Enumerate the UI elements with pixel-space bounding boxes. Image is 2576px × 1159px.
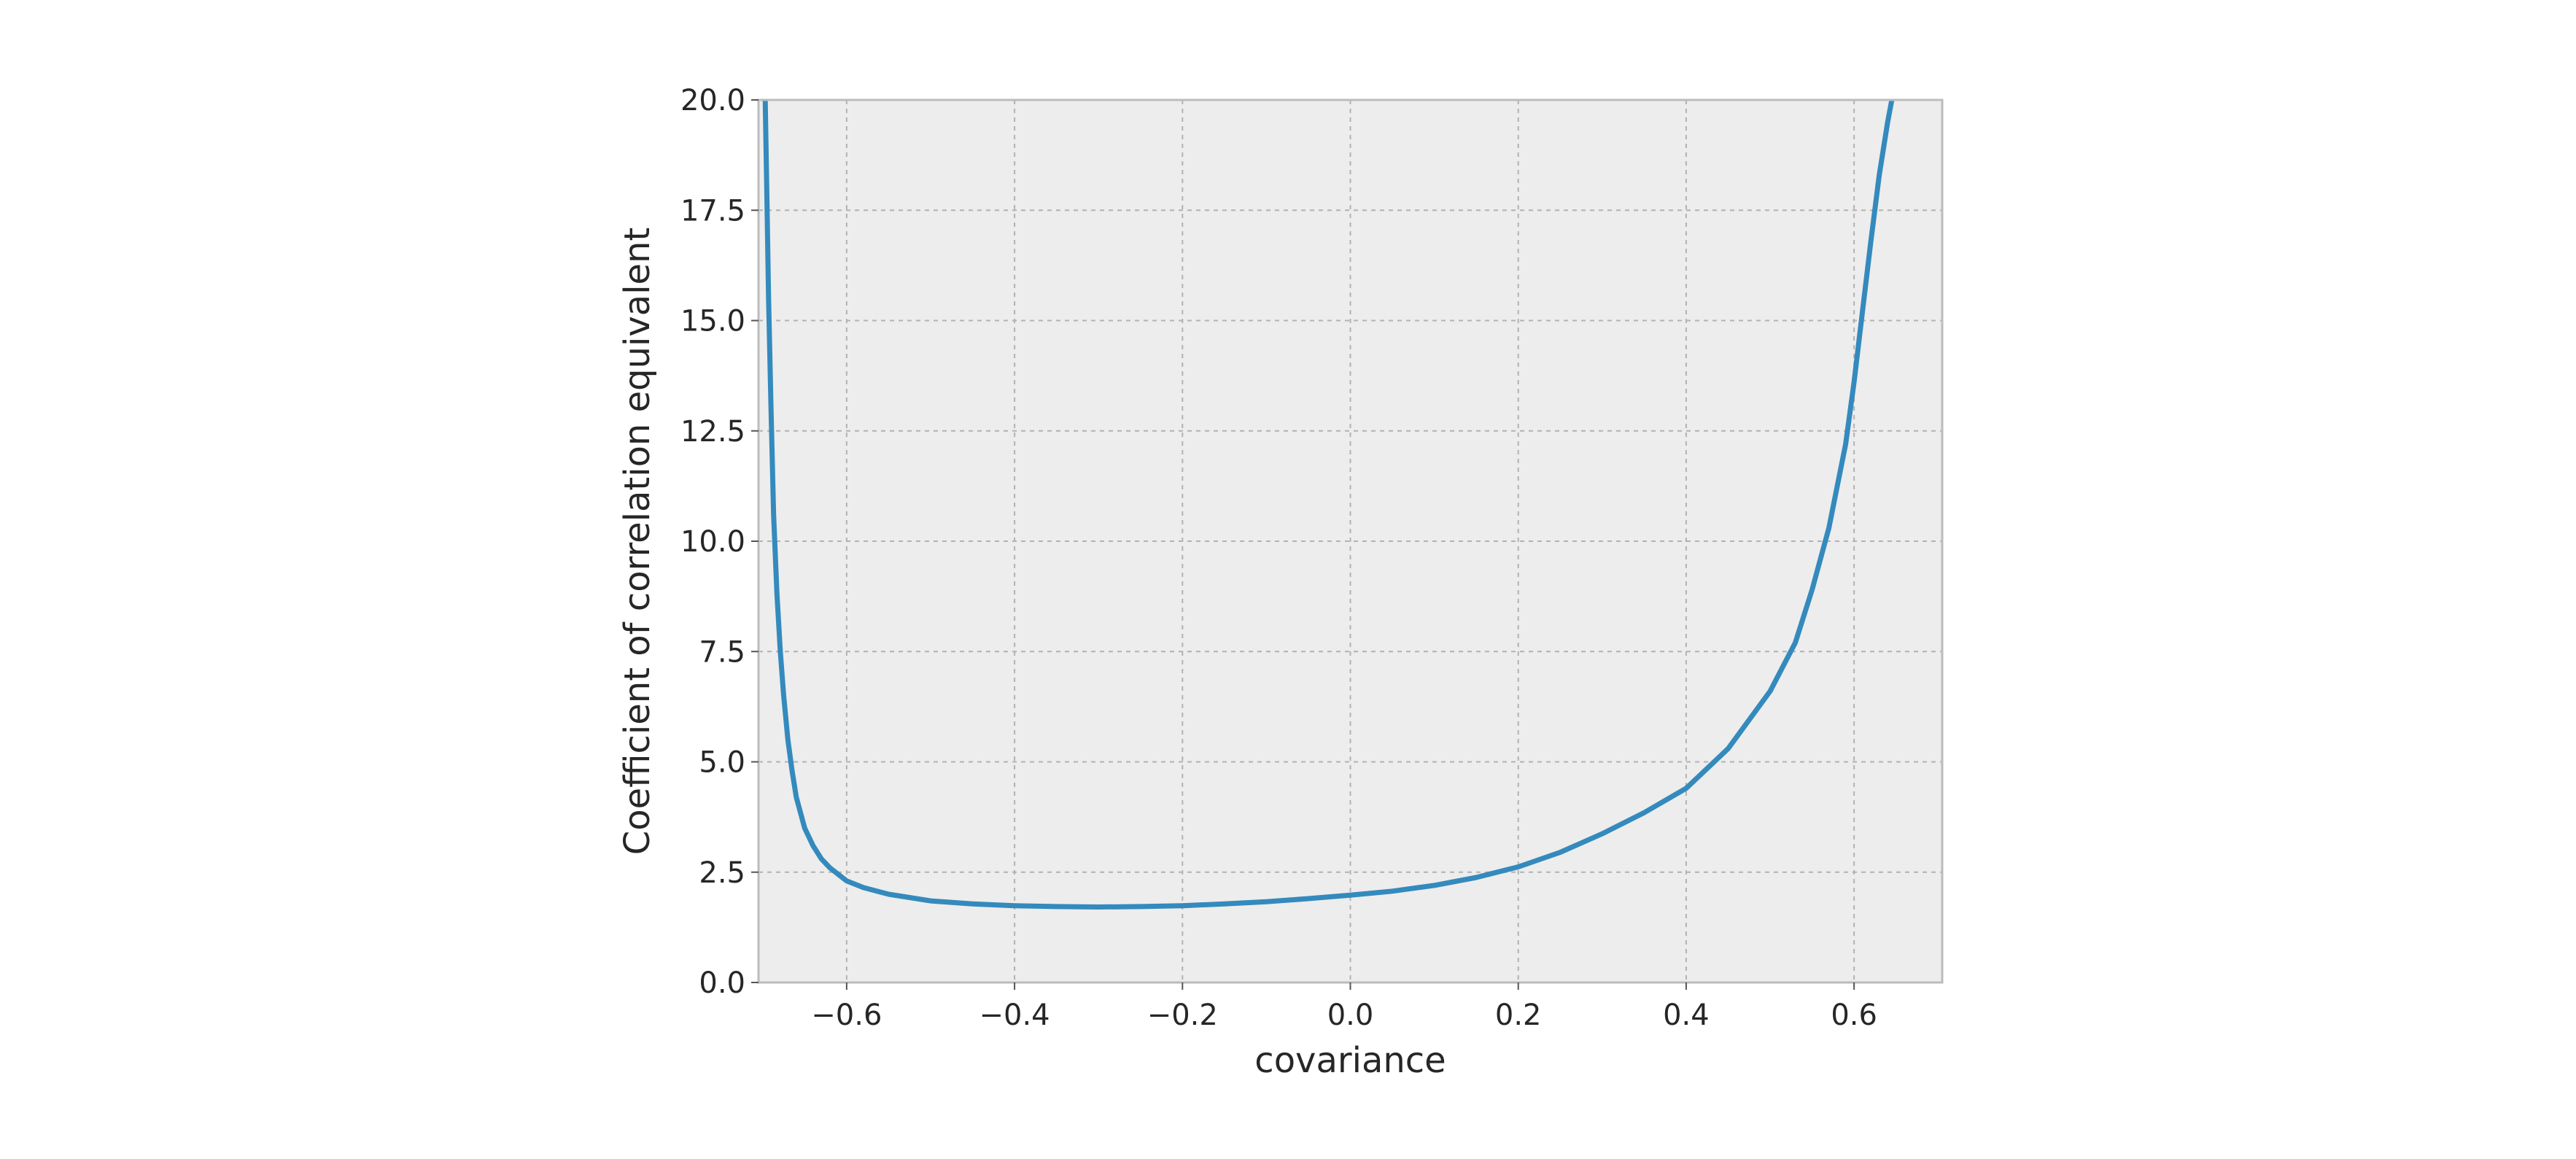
x-axis-label: covariance [1254,1040,1446,1081]
y-tick-label: 17.5 [680,194,745,228]
x-tick-label: −0.2 [1147,999,1218,1032]
x-tick-label: 0.4 [1663,999,1710,1032]
y-axis-ticks: 0.0 2.5 5.0 7.5 10.0 12.5 15.0 17.5 20.0 [680,84,759,1000]
x-axis-ticks: −0.6 −0.4 −0.2 0.0 0.2 0.4 0.6 [811,982,1877,1032]
series-layer [762,100,1895,910]
y-axis-label: Coefficient of correlation equivalent [617,228,658,856]
y-tick-label: 0.0 [699,966,745,1000]
grid [759,99,1942,983]
y-tick-label: 5.0 [699,746,745,780]
x-tick-label: 0.0 [1327,999,1374,1032]
y-tick-label: 7.5 [699,635,745,669]
y-tick-label: 10.0 [680,525,745,559]
y-tick-label: 2.5 [699,856,745,890]
y-tick-label: 12.5 [680,415,745,449]
x-tick-label: −0.4 [979,999,1050,1032]
x-tick-label: −0.6 [811,999,882,1032]
x-tick-label: 0.6 [1831,999,1877,1032]
y-tick-label: 20.0 [680,84,745,117]
y-tick-label: 15.0 [680,305,745,338]
series-line [762,100,1895,910]
x-tick-label: 0.2 [1495,999,1542,1032]
